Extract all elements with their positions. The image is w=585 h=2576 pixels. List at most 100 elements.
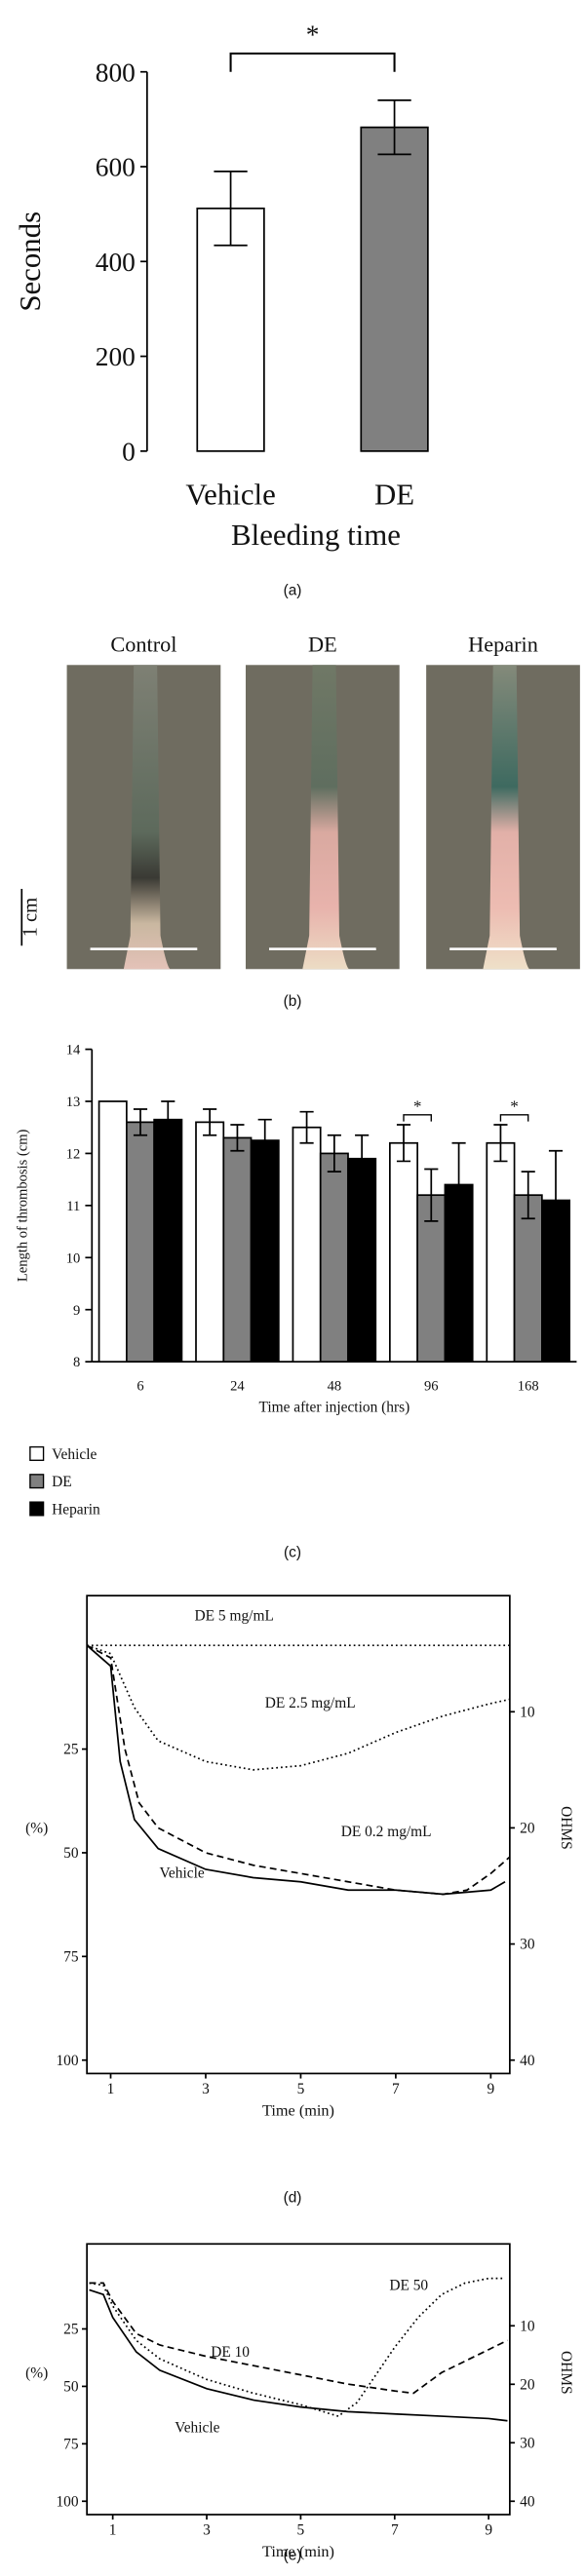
significance-label: * bbox=[413, 1096, 422, 1115]
bar bbox=[347, 1157, 377, 1364]
significance-bracket bbox=[229, 52, 396, 72]
series-label: DE 50 bbox=[389, 2277, 428, 2293]
bar bbox=[222, 1136, 253, 1363]
bar bbox=[98, 1100, 128, 1364]
y-tick-label: 75 bbox=[63, 1948, 79, 1965]
x-tick-label: 7 bbox=[392, 2081, 400, 2097]
vessel bbox=[302, 665, 350, 970]
error-bar bbox=[451, 1141, 466, 1228]
y-tick-label: 100 bbox=[56, 2493, 78, 2510]
error-bar bbox=[161, 1100, 176, 1139]
y2-tick-label: 20 bbox=[520, 1821, 535, 1837]
legend-label: Vehicle bbox=[52, 1446, 97, 1463]
y-tick-label: 25 bbox=[63, 2322, 79, 2338]
bar bbox=[416, 1194, 447, 1363]
photo-label: Heparin bbox=[468, 633, 538, 657]
error-bar bbox=[214, 171, 248, 247]
y-tick-label: 13 bbox=[66, 1095, 81, 1110]
series-line bbox=[89, 2288, 508, 2422]
y-axis-title: Length of thrombosis (cm) bbox=[15, 1129, 30, 1282]
photo-label: DE bbox=[308, 633, 337, 657]
x-tick-label: 1 bbox=[109, 2522, 117, 2539]
legend-swatch bbox=[29, 1445, 45, 1461]
error-bar bbox=[521, 1171, 535, 1220]
x-axis-title: Time (min) bbox=[262, 2100, 334, 2119]
y2-tick-label: 20 bbox=[520, 2376, 535, 2393]
x-tick-label: 6 bbox=[136, 1378, 143, 1394]
x-tick-label: 168 bbox=[518, 1378, 539, 1394]
x-tick-label: 3 bbox=[203, 2522, 211, 2539]
x-tick-label: 48 bbox=[328, 1378, 342, 1394]
y-tick-label: 200 bbox=[96, 342, 136, 371]
series-label: DE 10 bbox=[211, 2344, 250, 2361]
panel-label: (a) bbox=[284, 582, 302, 598]
y-tick-label: 10 bbox=[66, 1250, 81, 1266]
y-tick-label: 25 bbox=[63, 1742, 79, 1758]
error-bar bbox=[377, 99, 411, 156]
y2-tick-label: 30 bbox=[520, 1937, 535, 1953]
significance-bracket bbox=[499, 1114, 529, 1122]
error-bar bbox=[133, 1108, 148, 1136]
series-line bbox=[86, 1644, 511, 1771]
bar bbox=[126, 1121, 155, 1364]
series-line bbox=[89, 2277, 503, 2418]
y2-axis-title: OHMS bbox=[558, 2351, 574, 2395]
y-tick-label: 50 bbox=[63, 2379, 79, 2396]
bar bbox=[486, 1141, 516, 1363]
error-bar bbox=[396, 1124, 411, 1163]
panel-label: (e) bbox=[284, 2547, 302, 2563]
x-tick-label: 1 bbox=[107, 2081, 115, 2097]
error-bar bbox=[355, 1134, 370, 1183]
scale-label: 1 cm bbox=[20, 898, 42, 938]
y-tick-label: 75 bbox=[63, 2437, 79, 2453]
error-bar bbox=[203, 1108, 217, 1136]
error-bar bbox=[230, 1124, 245, 1152]
y-tick-label: 12 bbox=[66, 1147, 81, 1163]
error-bar bbox=[327, 1134, 341, 1173]
x-tick-label: 96 bbox=[424, 1378, 439, 1394]
legend-swatch bbox=[29, 1501, 45, 1517]
bar bbox=[196, 207, 265, 452]
x-tick-label: DE bbox=[374, 479, 414, 512]
y-axis-title: (%) bbox=[25, 1821, 48, 1837]
plot-frame bbox=[86, 2243, 511, 2516]
x-tick-label: Vehicle bbox=[185, 479, 276, 512]
panel-label: (d) bbox=[284, 2189, 302, 2206]
series-label: DE 2.5 mg/mL bbox=[265, 1695, 356, 1711]
bar bbox=[292, 1126, 322, 1363]
y-axis-title: Seconds bbox=[14, 211, 47, 312]
x-axis-title: Time after injection (hrs) bbox=[258, 1400, 410, 1416]
bar bbox=[319, 1152, 349, 1363]
series-line bbox=[89, 2282, 508, 2395]
bar bbox=[360, 126, 429, 452]
significance-label: * bbox=[306, 20, 320, 50]
legend-label: DE bbox=[52, 1474, 72, 1490]
x-axis-title: Time (min) bbox=[262, 2542, 334, 2560]
bar bbox=[195, 1121, 225, 1364]
legend-swatch bbox=[29, 1474, 45, 1489]
y-tick-label: 50 bbox=[63, 1845, 79, 1862]
bar bbox=[250, 1139, 280, 1364]
x-tick-label: 3 bbox=[202, 2081, 210, 2097]
bar bbox=[153, 1118, 183, 1364]
bar bbox=[513, 1194, 543, 1363]
y-tick-label: 8 bbox=[73, 1355, 80, 1370]
panel-label: (c) bbox=[284, 1545, 301, 1561]
y-tick-label: 0 bbox=[122, 437, 136, 466]
vessel bbox=[483, 665, 530, 970]
y2-axis-title: OHMS bbox=[558, 1806, 574, 1850]
x-tick-label: 24 bbox=[230, 1378, 245, 1394]
error-bar bbox=[299, 1110, 314, 1144]
vessel bbox=[123, 665, 171, 970]
x-axis-title: Bleeding time bbox=[231, 519, 401, 552]
error-bar bbox=[424, 1168, 439, 1222]
y2-tick-label: 10 bbox=[520, 2318, 535, 2334]
y-tick-label: 9 bbox=[73, 1303, 80, 1319]
bar bbox=[389, 1141, 418, 1363]
series-line bbox=[86, 1644, 511, 1896]
series-label: Vehicle bbox=[160, 1865, 205, 1881]
error-bar bbox=[257, 1118, 272, 1163]
x-tick-label: 9 bbox=[488, 2081, 495, 2097]
series-line bbox=[86, 1644, 506, 1896]
